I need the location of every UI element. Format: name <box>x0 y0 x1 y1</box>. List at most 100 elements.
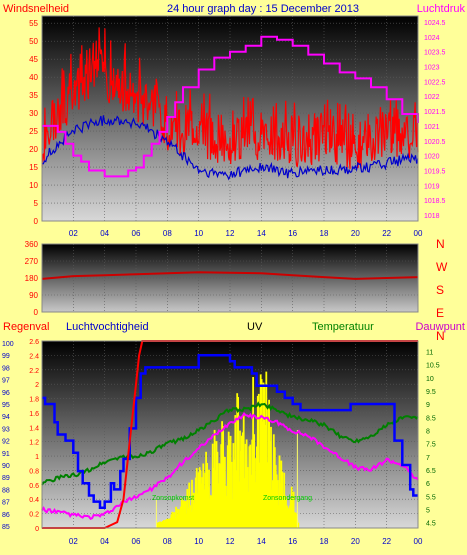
rain-y-tick: 1 <box>35 454 39 461</box>
rain-x-tick: 08 <box>163 537 172 546</box>
uv-bar <box>172 513 175 528</box>
rain-x-tick: 12 <box>226 537 235 546</box>
wind-y-tick: 55 <box>29 19 38 28</box>
uv-bar <box>257 393 260 528</box>
wind-x-tick: 04 <box>100 229 109 238</box>
uv-bar <box>219 463 222 528</box>
uv-bar <box>224 456 226 528</box>
dauwpunt-line <box>41 412 419 521</box>
uv-bar <box>191 479 193 528</box>
uv-bar <box>272 434 275 528</box>
wind-y-tick: 20 <box>29 145 38 154</box>
uv-bar <box>183 501 186 528</box>
uv-bar <box>283 472 286 528</box>
compass-label: E <box>436 306 444 320</box>
rain-y-tick: 0.4 <box>29 497 39 504</box>
uv-bar <box>177 515 179 528</box>
uv-bar <box>233 459 236 528</box>
uv-bar <box>240 451 242 528</box>
uv-bar <box>241 432 244 528</box>
uv-bar <box>167 518 170 528</box>
direction-panel-frame <box>41 243 419 313</box>
wind-y-tick: 15 <box>29 163 38 172</box>
uv-bar <box>162 520 165 528</box>
uv-bar <box>156 522 159 528</box>
temp-y-tick: 11 <box>426 350 433 357</box>
uv-bar <box>247 491 250 528</box>
rain-x-tick: 04 <box>100 537 109 546</box>
wind-x-tick: 06 <box>132 229 141 238</box>
wind-panel-series <box>41 27 419 181</box>
uv-bar <box>211 443 214 528</box>
rain-y-tick: 0 <box>35 526 39 533</box>
uv-bar <box>178 513 181 528</box>
direction-y-tick: 90 <box>29 291 38 300</box>
direction-y-tick: 0 <box>34 308 39 317</box>
rain-x-tick: 02 <box>69 537 78 546</box>
humidity-y-tick: 89 <box>2 475 10 482</box>
rain-x-tick: 10 <box>194 537 203 546</box>
uv-bar <box>210 496 213 528</box>
uv-bar <box>244 443 247 528</box>
humidity-y-tick: 86 <box>2 512 10 519</box>
rain-x-tick: 06 <box>132 537 141 546</box>
humidity-y-tick: 93 <box>2 426 10 433</box>
uv-bar <box>234 415 237 528</box>
humidity-y-tick: 90 <box>2 463 10 470</box>
wind-y-tick: 0 <box>34 217 39 226</box>
rain-y-tick: 2.6 <box>29 339 39 346</box>
humidity-y-tick: 96 <box>2 390 10 397</box>
uv-bar <box>291 500 294 528</box>
uv-bar <box>174 518 176 528</box>
uv-bar <box>203 489 206 528</box>
wind-x-tick: 20 <box>351 229 360 238</box>
temp-y-tick: 5.5 <box>426 494 436 501</box>
uv-bar <box>158 522 160 528</box>
humidity-y-tick: 88 <box>2 487 10 494</box>
rain-x-tick: 00 <box>414 537 423 546</box>
humidity-y-tick: 99 <box>2 353 10 360</box>
uv-bar <box>254 482 256 528</box>
uv-bar <box>186 489 189 528</box>
direction-panel-series <box>41 271 419 280</box>
legend-luchtvochtigheid: Luchtvochtigheid <box>66 321 149 333</box>
wind-y-tick: 45 <box>29 55 38 64</box>
uv-bar <box>179 506 182 528</box>
temp-y-tick: 4.5 <box>426 521 436 528</box>
wind-panel-frame <box>41 15 419 222</box>
wind-y-tick: 35 <box>29 91 38 100</box>
rain-y-tick: 1.4 <box>29 425 39 432</box>
direction-y-tick: 180 <box>25 274 39 283</box>
rain-x-tick: 16 <box>288 537 297 546</box>
wind-y-tick: 50 <box>29 37 38 46</box>
temp-y-tick: 9.5 <box>426 389 436 396</box>
temp-y-tick: 9 <box>426 402 430 409</box>
pressure-y-tick: 1019.5 <box>424 168 446 175</box>
temperatuur-line <box>41 401 419 486</box>
wind-axis-title: Windsnelheid <box>3 3 69 15</box>
wind-panel-axes: 051015202530354045505510181018.510191019… <box>29 15 446 238</box>
uv-bar <box>160 522 162 528</box>
rain-y-tick: 2.4 <box>29 353 39 360</box>
rain-panel-frame <box>41 340 419 529</box>
uv-bar <box>237 397 239 528</box>
windsnelheid-line <box>41 27 419 169</box>
sunrise-annotation: Zonsopkomst <box>152 495 194 502</box>
wind-y-tick: 30 <box>29 109 38 118</box>
temp-y-tick: 7 <box>426 455 430 462</box>
temp-y-tick: 10 <box>426 376 434 383</box>
uv-bar <box>270 426 272 528</box>
uv-bar <box>285 496 287 528</box>
wind-y-tick: 25 <box>29 127 38 136</box>
uv-bar <box>205 451 207 528</box>
uv-bar <box>218 463 221 528</box>
pressure-y-tick: 1022 <box>424 94 440 101</box>
uv-bar <box>289 498 292 528</box>
uv-bar <box>235 470 238 528</box>
uv-bar <box>280 460 283 528</box>
rain-x-tick: 14 <box>257 537 266 546</box>
temp-y-tick: 6.5 <box>426 468 436 475</box>
humidity-y-tick: 98 <box>2 365 10 372</box>
rain-y-tick: 1.2 <box>29 440 39 447</box>
uv-bar <box>188 482 191 528</box>
